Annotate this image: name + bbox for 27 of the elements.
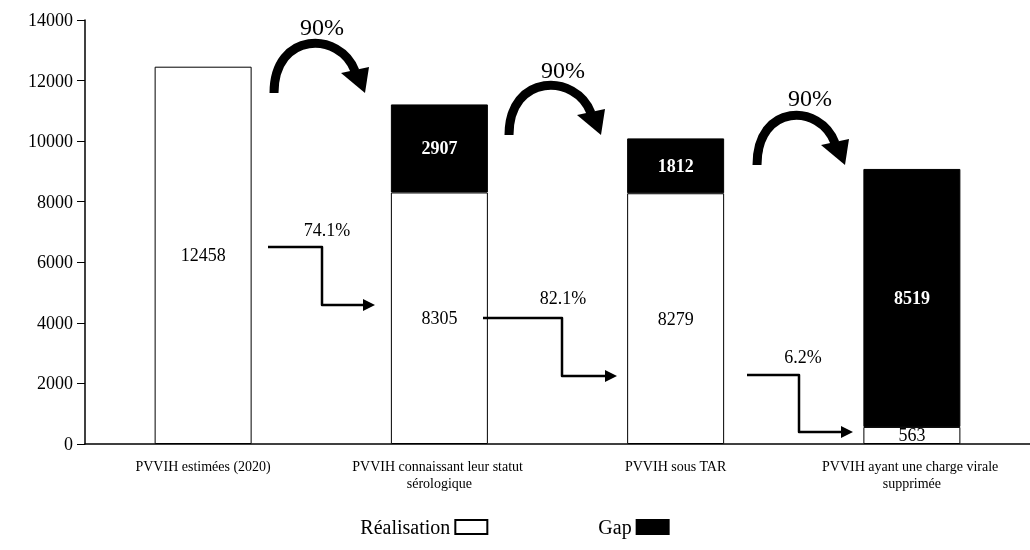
legend-label: Réalisation — [360, 516, 451, 538]
legend-label: Gap — [598, 516, 632, 539]
annotation: 90% — [788, 85, 832, 111]
data-label: 8305 — [421, 308, 458, 329]
data-label: 8279 — [657, 308, 694, 329]
y-tick-label: 2000 — [37, 373, 73, 394]
annotation: 74.1% — [303, 220, 351, 240]
y-tick-label: 10000 — [28, 131, 73, 152]
y-tick-label: 0 — [64, 434, 73, 454]
data-label: 12458 — [180, 245, 226, 266]
annotation: 6.2% — [784, 347, 822, 367]
x-tick-label: PVVIH ayant une charge virale supprimée — [822, 459, 1002, 491]
annotation: 90% — [541, 57, 585, 83]
data-label: 1812 — [657, 155, 694, 176]
x-tick-label: PVVIH estimées (2020) — [135, 459, 272, 475]
x-tick-label: PVVIH connaissant leur statut sérologique — [352, 459, 527, 491]
x-tick-label: PVVIH sous TAR — [624, 459, 727, 474]
y-tick-label: 14000 — [28, 10, 73, 30]
y-tick-label: 6000 — [37, 252, 73, 273]
y-tick-label: 8000 — [37, 191, 73, 212]
data-label: 8519 — [893, 287, 930, 308]
y-tick-label: 12000 — [28, 70, 73, 91]
y-tick-label: 4000 — [37, 312, 73, 333]
data-label: 563 — [898, 425, 926, 446]
annotation: 90% — [300, 14, 344, 40]
annotation: 82.1% — [539, 288, 587, 308]
data-label: 2907 — [421, 138, 458, 159]
